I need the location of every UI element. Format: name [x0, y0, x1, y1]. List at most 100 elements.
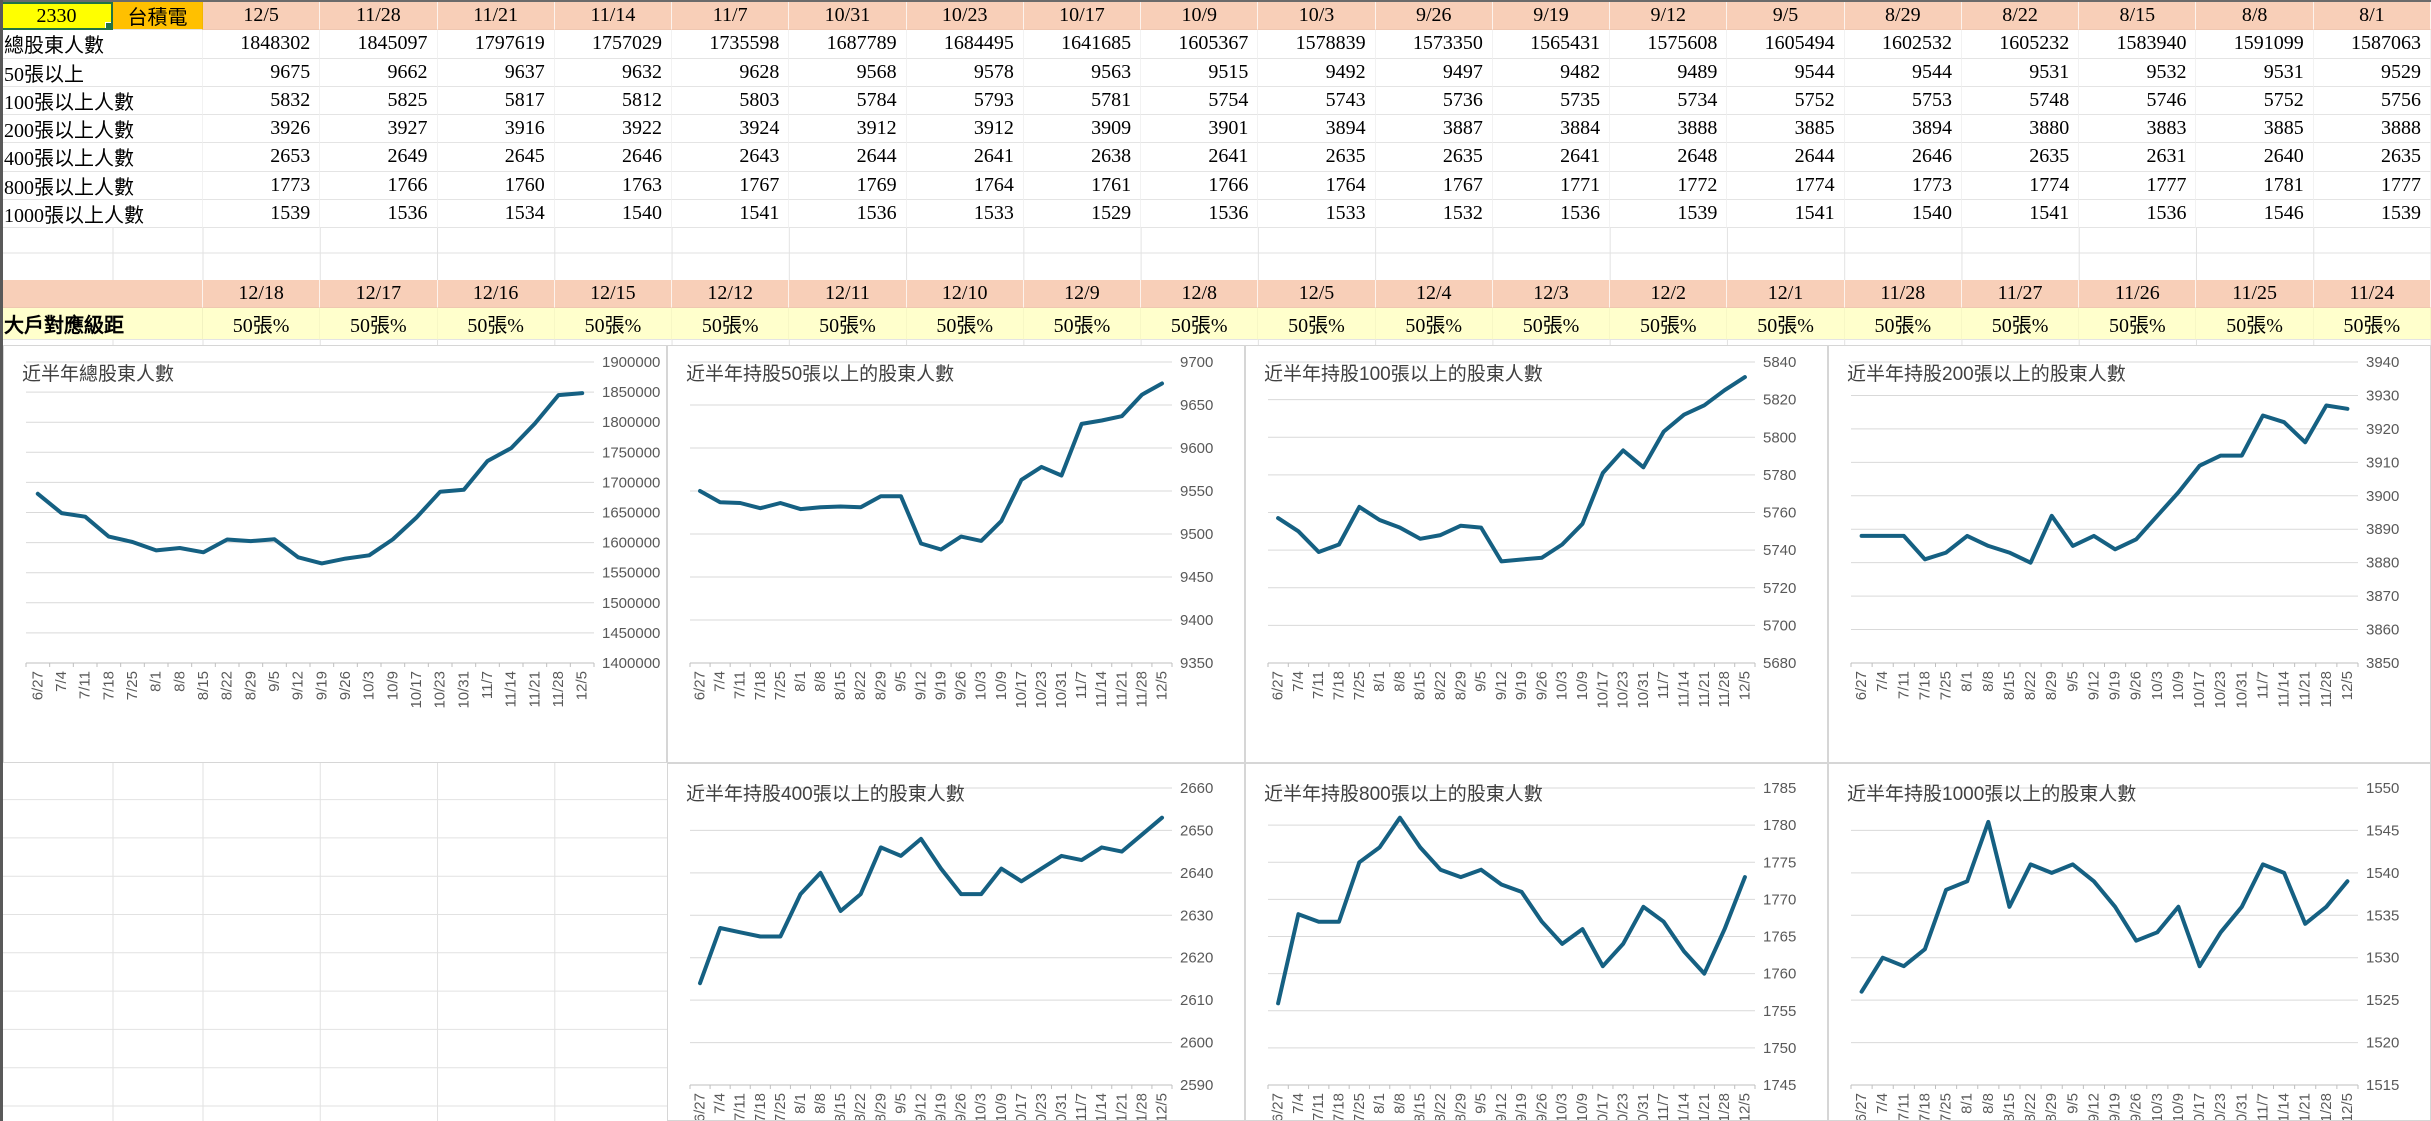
table-value-cell[interactable]: 3909 [1023, 115, 1142, 144]
band-value-cell[interactable]: 50張% [2196, 308, 2314, 340]
daily-date-header-cell[interactable]: 11/25 [2196, 280, 2314, 308]
band-value-cell[interactable]: 50張% [320, 308, 438, 340]
table-value-cell[interactable]: 3885 [2196, 115, 2314, 144]
table-value-cell[interactable]: 1773 [1844, 171, 1962, 200]
table-value-cell[interactable]: 2645 [437, 143, 555, 172]
daily-date-header-cell[interactable]: 12/2 [1610, 280, 1728, 308]
band-value-cell[interactable]: 50張% [672, 308, 790, 340]
table-value-cell[interactable]: 2641 [906, 143, 1024, 172]
band-value-cell[interactable]: 50張% [1610, 308, 1728, 340]
daily-date-header-cell[interactable]: 11/27 [1961, 280, 2080, 308]
band-value-cell[interactable]: 50張% [1492, 308, 1611, 340]
table-value-cell[interactable]: 5784 [789, 86, 907, 115]
table-value-cell[interactable]: 5736 [1375, 86, 1493, 115]
table-value-cell[interactable]: 3912 [789, 115, 907, 144]
table-value-cell[interactable]: 1781 [2196, 171, 2314, 200]
table-value-cell[interactable]: 1766 [320, 171, 438, 200]
weekly-date-header-cell[interactable]: 11/14 [554, 2, 673, 31]
table-value-cell[interactable]: 5817 [437, 86, 555, 115]
table-value-cell[interactable]: 2653 [203, 143, 321, 172]
weekly-date-header-cell[interactable]: 9/12 [1610, 2, 1728, 31]
table-value-cell[interactable]: 1565431 [1492, 30, 1611, 59]
table-value-cell[interactable]: 9544 [1727, 58, 1845, 87]
table-value-cell[interactable]: 1774 [1727, 171, 1845, 200]
band-value-cell[interactable]: 50張% [1961, 308, 2080, 340]
daily-date-header-cell[interactable]: 12/8 [1141, 280, 1259, 308]
table-value-cell[interactable]: 1583940 [2079, 30, 2197, 59]
table-value-cell[interactable]: 2643 [672, 143, 790, 172]
table-value-cell[interactable]: 1540 [554, 199, 673, 228]
table-value-cell[interactable]: 3926 [203, 115, 321, 144]
stock-id-cell[interactable]: 2330 [0, 2, 113, 31]
chart-3[interactable]: 5840 5820 5800 5780 5760 5740 5720 5700 5680 6/27… [1245, 345, 1828, 763]
table-value-cell[interactable]: 3901 [1141, 115, 1259, 144]
table-value-cell[interactable]: 1684495 [906, 30, 1024, 59]
table-value-cell[interactable]: 1546 [2196, 199, 2314, 228]
table-value-cell[interactable]: 1602532 [1844, 30, 1962, 59]
daily-date-header-cell[interactable]: 12/18 [203, 280, 321, 308]
table-value-cell[interactable]: 2641 [1141, 143, 1259, 172]
table-value-cell[interactable]: 1533 [906, 199, 1024, 228]
table-value-cell[interactable]: 1771 [1492, 171, 1611, 200]
table-value-cell[interactable]: 9489 [1610, 58, 1728, 87]
table-value-cell[interactable]: 1605232 [1961, 30, 2080, 59]
table-value-cell[interactable]: 5743 [1258, 86, 1376, 115]
weekly-date-header-cell[interactable]: 8/29 [1844, 2, 1962, 31]
table-value-cell[interactable]: 1575608 [1610, 30, 1728, 59]
table-value-cell[interactable]: 9675 [203, 58, 321, 87]
selection-fill-handle[interactable] [105, 22, 111, 29]
table-value-cell[interactable]: 1777 [2313, 171, 2431, 200]
band-value-cell[interactable]: 50張% [1023, 308, 1142, 340]
table-value-cell[interactable]: 1539 [1610, 199, 1728, 228]
daily-date-header-cell[interactable]: 12/1 [1727, 280, 1845, 308]
table-value-cell[interactable]: 2648 [1610, 143, 1728, 172]
table-value-cell[interactable]: 5832 [203, 86, 321, 115]
table-value-cell[interactable]: 2649 [320, 143, 438, 172]
table-value-cell[interactable]: 9492 [1258, 58, 1376, 87]
row-label-cell[interactable]: 1000張以上人數 [0, 199, 203, 228]
chart-2[interactable]: 9700 9650 9600 9550 9500 9450 9400 9350 6/27 7/4 7… [667, 345, 1245, 763]
daily-date-header-cell[interactable]: 12/5 [1258, 280, 1376, 308]
daily-header-corner-cell[interactable] [0, 280, 203, 308]
weekly-date-header-cell[interactable]: 9/26 [1375, 2, 1493, 31]
band-value-cell[interactable]: 50張% [2313, 308, 2431, 340]
table-value-cell[interactable]: 3880 [1961, 115, 2080, 144]
table-value-cell[interactable]: 1767 [1375, 171, 1493, 200]
chart-5[interactable]: 2660 2650 2640 2630 2620 2610 2600 2590 6/27 7/4 7… [667, 763, 1245, 1121]
weekly-date-header-cell[interactable]: 11/21 [437, 2, 555, 31]
weekly-date-header-cell[interactable]: 10/31 [789, 2, 907, 31]
weekly-date-header-cell[interactable]: 10/9 [1141, 2, 1259, 31]
band-value-cell[interactable]: 50張% [1258, 308, 1376, 340]
table-value-cell[interactable]: 2646 [554, 143, 673, 172]
table-value-cell[interactable]: 9544 [1844, 58, 1962, 87]
table-value-cell[interactable]: 3927 [320, 115, 438, 144]
table-value-cell[interactable]: 9662 [320, 58, 438, 87]
band-value-cell[interactable]: 50張% [906, 308, 1024, 340]
weekly-date-header-cell[interactable]: 10/23 [906, 2, 1024, 31]
stock-name-cell[interactable]: 台積電 [113, 2, 203, 31]
daily-date-header-cell[interactable]: 11/28 [1844, 280, 1962, 308]
table-value-cell[interactable]: 9497 [1375, 58, 1493, 87]
table-value-cell[interactable]: 1539 [203, 199, 321, 228]
table-value-cell[interactable]: 1797619 [437, 30, 555, 59]
table-value-cell[interactable]: 9515 [1141, 58, 1259, 87]
table-value-cell[interactable]: 1641685 [1023, 30, 1142, 59]
row-label-cell[interactable]: 總股東人數 [0, 30, 203, 59]
table-value-cell[interactable]: 9532 [2079, 58, 2197, 87]
table-value-cell[interactable]: 1848302 [203, 30, 321, 59]
table-value-cell[interactable]: 1587063 [2313, 30, 2431, 59]
table-value-cell[interactable]: 2644 [789, 143, 907, 172]
daily-date-header-cell[interactable]: 12/15 [554, 280, 673, 308]
table-value-cell[interactable]: 5793 [906, 86, 1024, 115]
table-value-cell[interactable]: 9482 [1492, 58, 1611, 87]
weekly-date-header-cell[interactable]: 10/17 [1023, 2, 1142, 31]
table-value-cell[interactable]: 9531 [2196, 58, 2314, 87]
table-value-cell[interactable]: 3924 [672, 115, 790, 144]
chart-7[interactable]: 1550 1545 1540 1535 1530 1525 1520 1515 6/27 7/4 7… [1828, 763, 2431, 1121]
band-value-cell[interactable]: 50張% [789, 308, 907, 340]
table-value-cell[interactable]: 1578839 [1258, 30, 1376, 59]
band-value-cell[interactable]: 50張% [1141, 308, 1259, 340]
table-value-cell[interactable]: 1766 [1141, 171, 1259, 200]
daily-date-header-cell[interactable]: 11/26 [2079, 280, 2197, 308]
daily-date-header-cell[interactable]: 12/3 [1492, 280, 1611, 308]
